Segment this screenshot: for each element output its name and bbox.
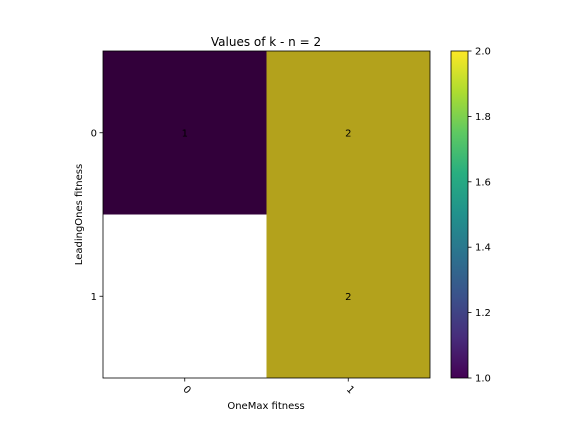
colorbar-tick-label: 2.0 bbox=[475, 47, 491, 58]
y-tick-label: 1 bbox=[91, 292, 97, 303]
plot-frame bbox=[102, 50, 431, 379]
x-tick-label: 1 bbox=[344, 384, 356, 396]
heatmap-cell-labels: 1 2 2 bbox=[182, 128, 352, 303]
colorbar-tick-label: 1.4 bbox=[475, 243, 491, 254]
heatmap-cell bbox=[103, 214, 267, 378]
heatmap-cell-label: 2 bbox=[345, 292, 351, 303]
heatmap-cell-label: 2 bbox=[345, 128, 351, 139]
y-axis-ticks: 01 bbox=[91, 128, 103, 303]
heatmap-cell bbox=[266, 51, 430, 215]
heatmap-cell-label: 1 bbox=[182, 128, 188, 139]
colorbar-tick-label: 1.0 bbox=[475, 374, 491, 385]
y-tick-label: 0 bbox=[91, 128, 97, 139]
colorbar-tick-label: 1.6 bbox=[475, 177, 491, 188]
colorbar-tick-label: 1.2 bbox=[475, 308, 491, 319]
chart-title: Values of k - n = 2 bbox=[211, 35, 321, 49]
heatmap-cell bbox=[103, 51, 267, 215]
heatmap-cell bbox=[266, 214, 430, 378]
colorbar-tick-label: 1.8 bbox=[475, 112, 491, 123]
heatmap-cells bbox=[103, 51, 430, 378]
colorbar-ticks: 1.0 1.2 1.4 1.6 1.8 2.0 bbox=[468, 47, 491, 385]
x-axis-label: OneMax fitness bbox=[227, 401, 304, 412]
x-tick-label: 0 bbox=[180, 384, 192, 396]
colorbar bbox=[450, 50, 469, 379]
y-axis-label: LeadingOnes fitness bbox=[74, 164, 85, 265]
